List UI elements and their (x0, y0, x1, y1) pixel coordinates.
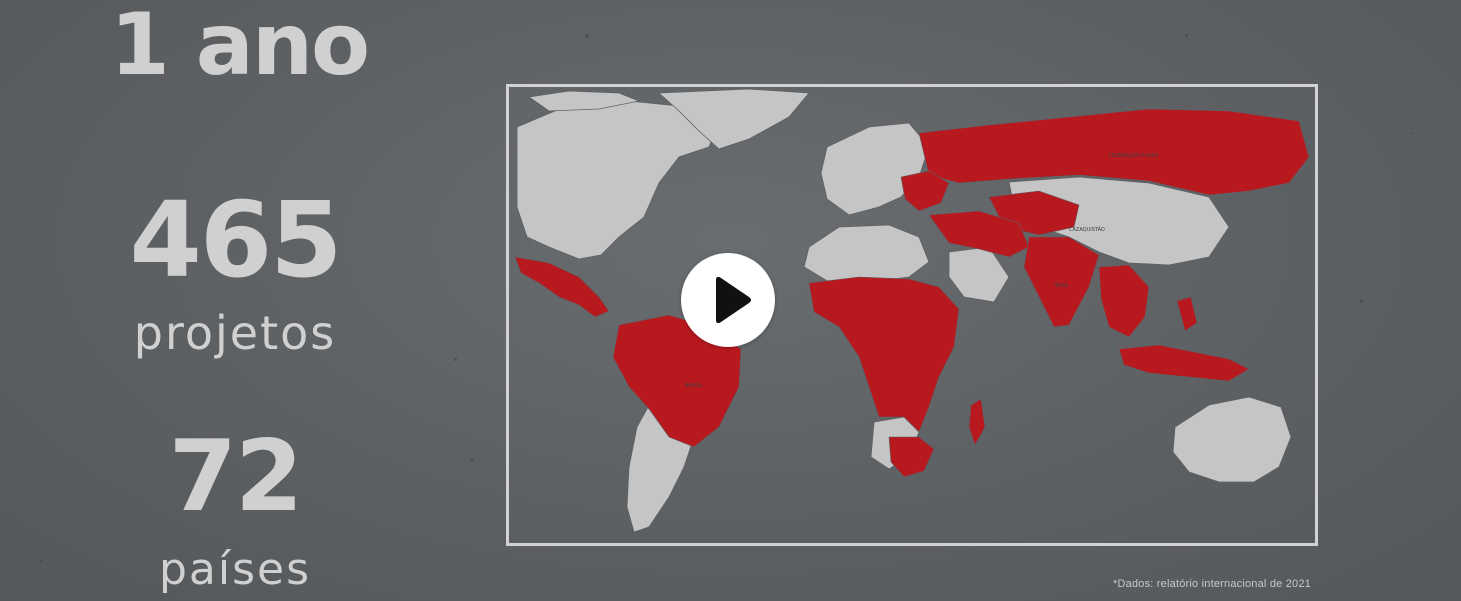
sub-saharan-africa (808, 276, 960, 433)
eastern-europe (900, 170, 950, 212)
north-america (516, 100, 720, 260)
world-map: FEDERAÇÃO RUSSA CAZAQUISTÃO BRASIL ÍNDIA (506, 84, 1318, 546)
grain-speck (1410, 132, 1412, 134)
europe (820, 122, 930, 216)
countries-label: países (158, 544, 312, 595)
map-label-brazil: BRASIL (685, 383, 703, 389)
south-asia (1023, 236, 1100, 328)
world-map-graphic: FEDERAÇÃO RUSSA CAZAQUISTÃO BRASIL ÍNDIA (514, 88, 1310, 533)
south-africa (888, 436, 935, 478)
grain-speck (40, 560, 43, 563)
data-source-footnote: *Dados: relatório internacional de 2021 (1113, 578, 1311, 590)
map-label-russia: FEDERAÇÃO RUSSA (1109, 152, 1159, 159)
grain-speck (470, 458, 474, 461)
southeast-asia (1098, 264, 1150, 338)
countries-count: 72 (168, 420, 303, 534)
play-icon (716, 276, 751, 324)
russia (918, 108, 1310, 196)
madagascar (968, 398, 986, 446)
year-stat: 1 ano (110, 0, 370, 95)
mexico (514, 256, 610, 318)
grain-speck (454, 358, 457, 361)
australia (1172, 396, 1292, 483)
arabia (948, 246, 1010, 303)
grain-speck (585, 34, 589, 38)
indonesia (1118, 344, 1250, 382)
grain-speck (1185, 34, 1188, 37)
projects-label: projetos (133, 306, 337, 360)
africa-north (803, 224, 930, 283)
philippines (1176, 296, 1198, 332)
middle-east (928, 210, 1030, 258)
arctic-islands (527, 90, 641, 112)
map-label-india: ÍNDIA (1054, 282, 1069, 289)
play-button[interactable] (681, 253, 775, 347)
map-label-kazakhstan: CAZAQUISTÃO (1069, 226, 1105, 233)
grain-speck (1360, 300, 1363, 303)
greenland (658, 88, 810, 150)
projects-count: 465 (129, 179, 342, 301)
